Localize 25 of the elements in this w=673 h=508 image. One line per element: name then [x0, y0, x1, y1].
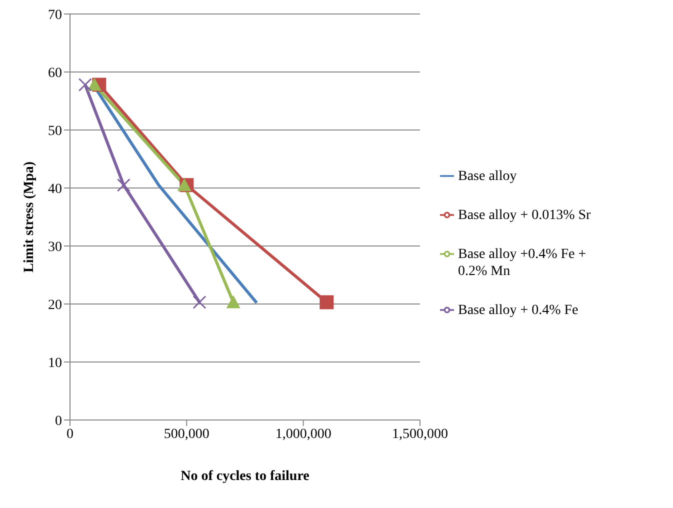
- legend-label: Base alloy +0.4% Fe + 0.2% Mn: [458, 246, 588, 280]
- y-tick-label: 20: [48, 298, 62, 313]
- y-tick-label: 10: [48, 356, 62, 371]
- y-tick-label: 40: [48, 182, 62, 197]
- point: [177, 178, 192, 192]
- point: [226, 295, 240, 308]
- x-tick-label: 1,000,000: [275, 426, 332, 442]
- y-axis-title: Limit stress (Mpa): [22, 161, 37, 272]
- legend-label: Base alloy + 0.013% Sr: [458, 206, 592, 224]
- y-tick-label: 30: [48, 240, 62, 255]
- x-tick-label: 0: [66, 426, 74, 442]
- legend-label: Base alloy: [458, 168, 518, 184]
- point: [88, 78, 102, 91]
- y-tick-label: 60: [48, 66, 62, 81]
- x-tick-label: 1,500,000: [392, 426, 448, 442]
- y-tick-label: 50: [48, 124, 62, 139]
- legend-label: Base alloy + 0.4% Fe: [458, 302, 580, 318]
- point: [192, 296, 206, 310]
- x-tick-label: 500,000: [164, 426, 210, 442]
- point: [320, 295, 334, 310]
- point: [116, 178, 130, 192]
- point: [78, 78, 92, 92]
- y-tick-label: 0: [55, 414, 62, 429]
- x-axis-title: No of cycles to failure: [180, 469, 310, 484]
- y-tick-label: 70: [48, 8, 62, 23]
